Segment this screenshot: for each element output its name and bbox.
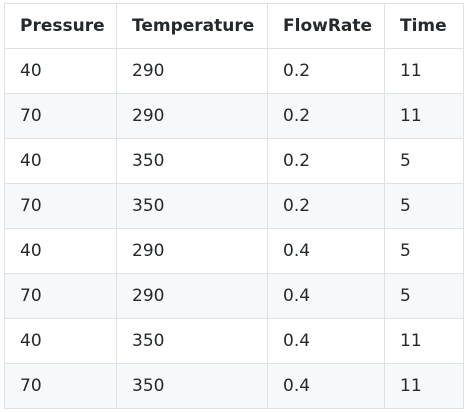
table-row: 70 290 0.4 5: [4, 273, 464, 319]
table-row: 40 350 0.4 11: [4, 318, 464, 364]
cell-flowrate: 0.2: [267, 183, 385, 229]
table-body: 40 290 0.2 11 70 290 0.2 11 40 350 0.2 5…: [4, 48, 464, 409]
cell-pressure: 40: [4, 318, 117, 364]
table-header: Pressure Temperature FlowRate Time: [4, 3, 464, 49]
cell-flowrate: 0.2: [267, 48, 385, 94]
cell-flowrate: 0.4: [267, 228, 385, 274]
table-row: 40 290 0.2 11: [4, 48, 464, 94]
cell-time: 11: [384, 318, 464, 364]
header-row: Pressure Temperature FlowRate Time: [4, 3, 464, 49]
cell-flowrate: 0.4: [267, 363, 385, 409]
cell-flowrate: 0.2: [267, 93, 385, 139]
cell-temperature: 350: [116, 183, 268, 229]
column-header-time: Time: [384, 3, 464, 49]
cell-temperature: 290: [116, 48, 268, 94]
cell-pressure: 70: [4, 93, 117, 139]
cell-time: 5: [384, 228, 464, 274]
cell-time: 11: [384, 93, 464, 139]
cell-temperature: 290: [116, 228, 268, 274]
cell-temperature: 350: [116, 318, 268, 364]
cell-time: 5: [384, 273, 464, 319]
cell-temperature: 290: [116, 93, 268, 139]
table-row: 70 350 0.4 11: [4, 363, 464, 409]
cell-pressure: 70: [4, 363, 117, 409]
cell-temperature: 350: [116, 363, 268, 409]
table-row: 40 350 0.2 5: [4, 138, 464, 184]
cell-flowrate: 0.4: [267, 273, 385, 319]
column-header-temperature: Temperature: [116, 3, 268, 49]
cell-pressure: 40: [4, 48, 117, 94]
data-table: Pressure Temperature FlowRate Time 40 29…: [4, 3, 464, 409]
cell-time: 5: [384, 138, 464, 184]
cell-time: 5: [384, 183, 464, 229]
cell-pressure: 40: [4, 138, 117, 184]
cell-time: 11: [384, 363, 464, 409]
cell-temperature: 290: [116, 273, 268, 319]
cell-temperature: 350: [116, 138, 268, 184]
cell-pressure: 70: [4, 183, 117, 229]
table-row: 70 290 0.2 11: [4, 93, 464, 139]
table-row: 70 350 0.2 5: [4, 183, 464, 229]
column-header-pressure: Pressure: [4, 3, 117, 49]
cell-pressure: 70: [4, 273, 117, 319]
cell-time: 11: [384, 48, 464, 94]
cell-pressure: 40: [4, 228, 117, 274]
cell-flowrate: 0.4: [267, 318, 385, 364]
column-header-flowrate: FlowRate: [267, 3, 385, 49]
cell-flowrate: 0.2: [267, 138, 385, 184]
table-row: 40 290 0.4 5: [4, 228, 464, 274]
